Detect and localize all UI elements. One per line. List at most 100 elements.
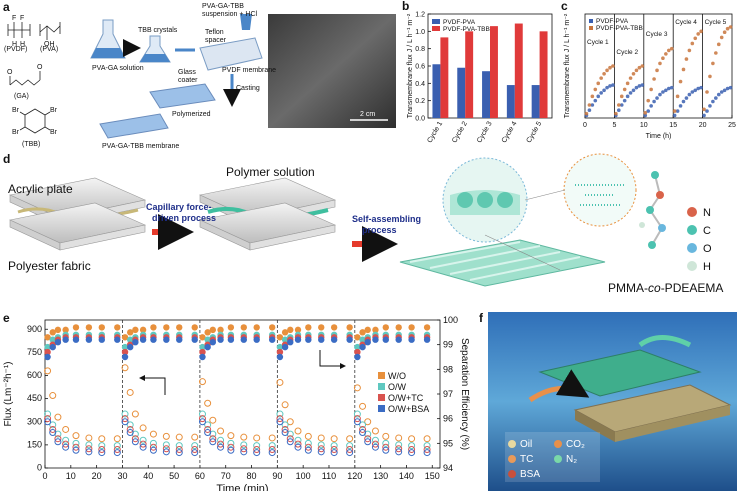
efficiency-marker bbox=[150, 336, 157, 343]
marker bbox=[605, 85, 609, 90]
efficiency-marker bbox=[382, 324, 389, 331]
efficiency-marker bbox=[217, 326, 224, 334]
efficiency-marker bbox=[276, 353, 284, 361]
x-tick-label: Cycle 5 bbox=[526, 120, 544, 144]
efficiency-marker bbox=[126, 336, 134, 343]
flux-marker bbox=[395, 434, 403, 442]
efficiency-marker bbox=[364, 326, 371, 334]
flux-marker bbox=[98, 442, 106, 450]
marker bbox=[722, 88, 727, 93]
flux-marker bbox=[408, 449, 416, 457]
y-tick-label: 1.0 bbox=[415, 29, 425, 36]
marker bbox=[584, 111, 589, 116]
marker bbox=[608, 65, 612, 70]
marker bbox=[672, 113, 677, 118]
marker bbox=[708, 104, 712, 108]
marker bbox=[646, 98, 651, 103]
flux-marker bbox=[49, 425, 57, 433]
flux-marker bbox=[72, 432, 80, 440]
marker bbox=[681, 99, 686, 104]
efficiency-marker bbox=[163, 336, 170, 343]
flux-marker bbox=[304, 446, 312, 454]
flux-marker bbox=[304, 443, 312, 451]
x-tick-label: 120 bbox=[347, 471, 362, 481]
flux-marker bbox=[62, 425, 70, 433]
flux-marker bbox=[240, 445, 248, 453]
flux-marker bbox=[253, 434, 261, 442]
marker bbox=[684, 96, 689, 100]
marker bbox=[628, 76, 633, 80]
legend-swatch bbox=[508, 455, 516, 463]
flux-marker bbox=[268, 446, 276, 453]
atom: Br bbox=[12, 129, 20, 136]
monomer: (TBB) bbox=[22, 141, 40, 148]
flux-marker bbox=[382, 439, 390, 447]
marker bbox=[602, 88, 606, 93]
flux-marker bbox=[330, 435, 338, 443]
bar bbox=[490, 26, 498, 119]
marker bbox=[587, 103, 592, 107]
flux-marker bbox=[209, 416, 217, 424]
marker bbox=[649, 87, 653, 92]
flux-marker bbox=[198, 415, 206, 423]
bar bbox=[506, 85, 515, 118]
efficiency-marker bbox=[281, 343, 289, 351]
y-tick-label: 750 bbox=[27, 347, 42, 357]
efficiency-marker bbox=[364, 339, 371, 346]
flux-marker bbox=[330, 442, 338, 450]
panel-label: b bbox=[402, 0, 409, 13]
flux-marker bbox=[286, 435, 294, 443]
flux-marker bbox=[139, 436, 147, 444]
flux-marker bbox=[131, 438, 139, 446]
y-tick-label: 0.4 bbox=[415, 81, 425, 88]
legend-swatch bbox=[378, 372, 385, 379]
marker bbox=[655, 96, 659, 100]
marker bbox=[666, 48, 671, 53]
efficiency-marker bbox=[217, 336, 224, 343]
flux-marker bbox=[54, 435, 62, 443]
efficiency-marker bbox=[294, 336, 302, 343]
x-tick-label: 10 bbox=[66, 471, 76, 481]
legend-label: TC bbox=[520, 454, 533, 465]
flux-marker bbox=[175, 449, 183, 457]
efficiency-marker bbox=[139, 336, 147, 343]
efficiency-marker bbox=[121, 334, 129, 341]
flux-marker bbox=[62, 436, 70, 444]
marker bbox=[593, 98, 598, 103]
marker bbox=[596, 81, 601, 86]
flux-marker bbox=[353, 418, 361, 426]
flux-marker bbox=[175, 442, 183, 450]
efficiency-marker bbox=[294, 326, 302, 334]
efficiency-marker bbox=[49, 336, 56, 343]
efficiency-marker bbox=[62, 336, 69, 343]
efficiency-marker bbox=[395, 324, 402, 331]
assembly-sketch bbox=[9, 177, 336, 251]
efficiency-marker bbox=[227, 324, 235, 331]
flux-marker bbox=[294, 443, 302, 451]
marker bbox=[719, 35, 724, 40]
axis-arrow bbox=[319, 350, 346, 369]
marker bbox=[649, 104, 653, 108]
flux-marker bbox=[353, 415, 361, 423]
efficiency-marker bbox=[44, 348, 51, 356]
legend-label: PVDF-PVA bbox=[596, 18, 629, 25]
flux-marker bbox=[72, 446, 80, 454]
annotation: Cycle 3 bbox=[646, 31, 668, 38]
flux-marker bbox=[268, 449, 276, 457]
flux-marker bbox=[227, 439, 235, 447]
marker bbox=[675, 94, 680, 99]
flux-marker bbox=[85, 448, 93, 456]
efficiency-marker bbox=[287, 339, 294, 346]
efficiency-marker bbox=[121, 348, 129, 356]
legend-label: O/W bbox=[388, 382, 407, 392]
flux-marker bbox=[44, 410, 52, 418]
marker bbox=[702, 113, 706, 118]
marker bbox=[699, 29, 703, 34]
x-tick-label: 10 bbox=[640, 122, 648, 129]
flux-marker bbox=[49, 392, 57, 400]
legend-label: BSA bbox=[520, 469, 540, 480]
marker bbox=[693, 88, 698, 93]
efficiency-marker bbox=[209, 339, 217, 346]
bar bbox=[482, 71, 490, 118]
efficiency-marker bbox=[163, 324, 170, 331]
